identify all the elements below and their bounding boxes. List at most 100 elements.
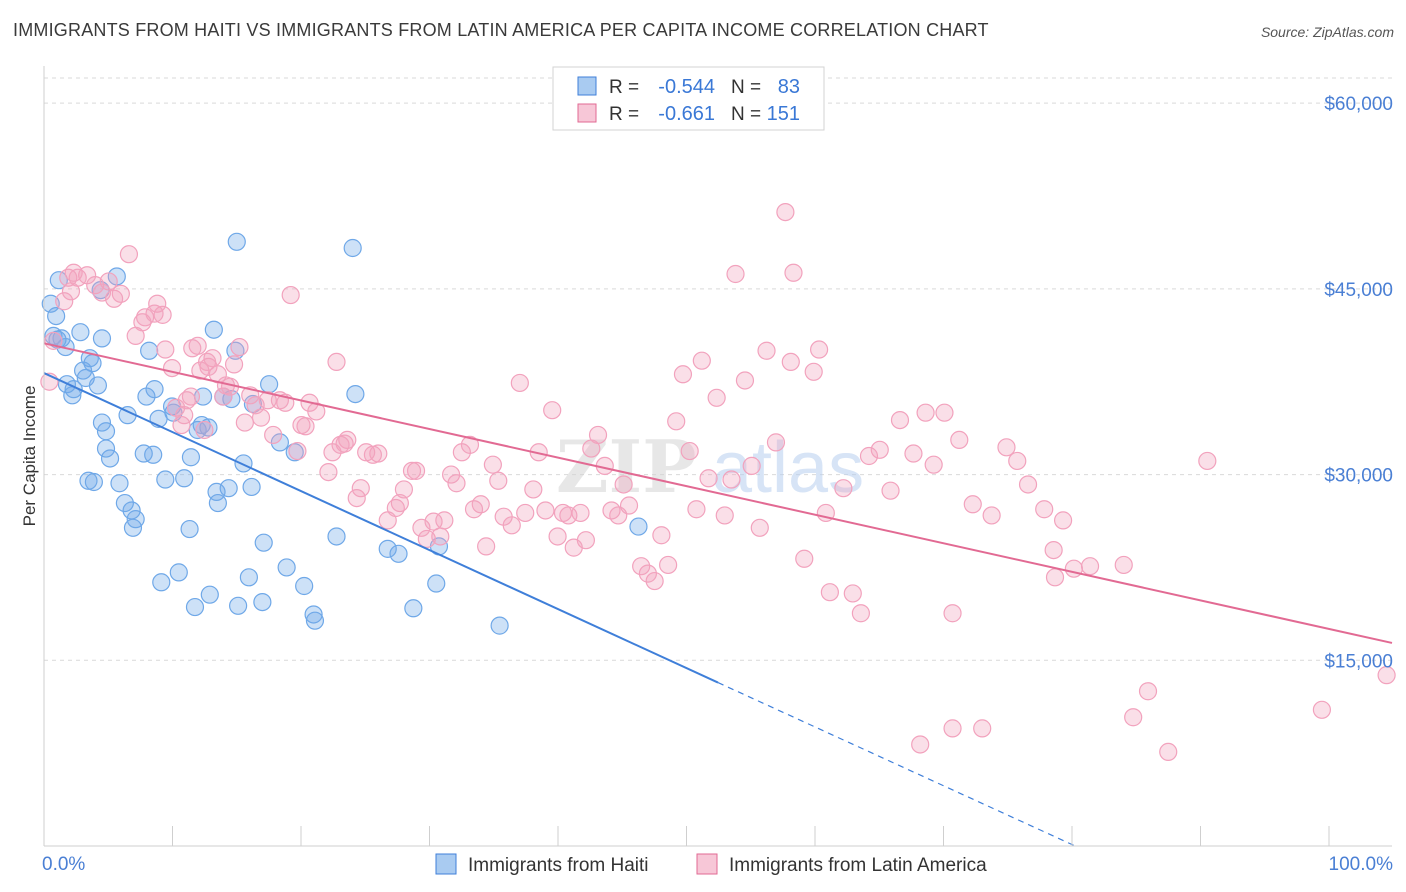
latin-america-point [251, 408, 271, 427]
latin-america-point [851, 604, 870, 623]
latin-america-point [477, 537, 496, 556]
latin-america-point [935, 403, 954, 422]
latin-america-point [571, 503, 590, 523]
latin-america-point [175, 406, 194, 425]
haiti-point [254, 533, 273, 552]
latin-america-point [795, 549, 814, 568]
haiti-point [208, 493, 227, 513]
haiti-point [92, 413, 112, 432]
latin-america-point [338, 430, 357, 450]
latin-america-point [870, 440, 889, 459]
haiti-point [96, 422, 116, 441]
latin-america-point [148, 294, 167, 313]
latin-america-point [1064, 559, 1083, 578]
latin-america-point [1377, 666, 1396, 685]
haiti-point [156, 470, 175, 489]
latin-america-point [188, 336, 207, 355]
latin-america-point [1045, 568, 1065, 587]
latin-america-trend-line [43, 342, 1393, 644]
haiti-point [200, 585, 219, 604]
haiti-legend-swatch [435, 853, 457, 875]
latin-america-point [483, 455, 502, 474]
latin-america-point [1124, 708, 1143, 727]
latin-america-point [726, 264, 745, 284]
latin-america-point [820, 583, 839, 602]
haiti-point [219, 479, 238, 498]
haiti-point [145, 380, 164, 399]
haiti-point [84, 472, 103, 492]
latin-america-point [536, 501, 555, 520]
latin-america-point [722, 470, 741, 489]
latin-america-point [911, 735, 930, 754]
latin-america-point [543, 401, 562, 420]
latin-america-point [319, 462, 338, 482]
latin-america-swatch [577, 103, 597, 123]
haiti-point [47, 306, 66, 326]
haiti-point [100, 449, 120, 468]
latin-america-point [119, 245, 139, 264]
haiti-point [490, 616, 509, 635]
source-label: Source: ZipAtlas.com [1260, 24, 1394, 40]
latin-america-point [281, 285, 300, 305]
latin-america-point [435, 511, 454, 530]
haiti-point [110, 474, 129, 493]
latin-america-point [804, 362, 823, 381]
haiti-trend-line [43, 372, 719, 684]
haiti-point [378, 539, 397, 558]
haiti-point [304, 605, 323, 624]
latin-america-point [59, 268, 78, 287]
haiti-point [295, 576, 314, 596]
haiti-legend-label: Immigrants from Haiti [468, 855, 649, 876]
latin-america-point [659, 555, 678, 575]
latin-america-point [859, 446, 879, 466]
latin-america-point [417, 529, 436, 549]
latin-america-point [943, 604, 962, 623]
latin-america-point [645, 571, 664, 591]
latin-america-point [692, 351, 711, 370]
latin-america-point [390, 493, 409, 513]
latin-america-point [288, 441, 307, 461]
haiti-point [180, 519, 199, 539]
haiti-point [140, 341, 159, 360]
latin-america-point [1159, 742, 1178, 762]
series-legend: Immigrants from Haiti Immigrants from Lat… [435, 853, 987, 876]
haiti-point [88, 376, 108, 395]
latin-america-point [982, 506, 1001, 525]
latin-america-point [750, 518, 769, 537]
latin-america-point [431, 527, 450, 546]
latin-america-point [715, 506, 734, 525]
haiti-swatch [577, 76, 597, 96]
latin-america-point [264, 425, 283, 445]
r-value: -0.661 [658, 103, 715, 125]
haiti-point [389, 544, 408, 563]
trend-layer [43, 342, 1393, 847]
latin-america-legend-label: Immigrants from Latin America [729, 855, 987, 876]
latin-america-point [904, 444, 923, 463]
latin-america-point [181, 387, 201, 406]
latin-america-point [489, 471, 508, 490]
haiti-point [175, 469, 194, 488]
latin-america-point [924, 455, 943, 474]
latin-america-point [881, 481, 900, 500]
stats-legend-box [552, 66, 825, 131]
latin-america-point [735, 371, 755, 390]
watermark-zip: ZIP [556, 424, 696, 509]
haiti-point [71, 323, 90, 342]
latin-america-point [687, 500, 706, 519]
latin-america-point [1080, 557, 1100, 576]
latin-america-point [1035, 500, 1054, 519]
latin-america-point [1138, 682, 1158, 701]
latin-america-point [460, 435, 480, 454]
haiti-trend-extension [717, 682, 1076, 847]
latin-america-point [195, 420, 214, 440]
latin-america-point [548, 527, 567, 546]
latin-america-point [524, 480, 543, 499]
haiti-point [404, 599, 423, 618]
latin-america-point [86, 276, 105, 295]
n-label: N = [731, 104, 761, 125]
haiti-point [144, 445, 163, 464]
latin-america-point [943, 719, 962, 738]
haiti-point [115, 493, 134, 513]
latin-america-point [1053, 511, 1073, 530]
haiti-point [134, 444, 153, 463]
